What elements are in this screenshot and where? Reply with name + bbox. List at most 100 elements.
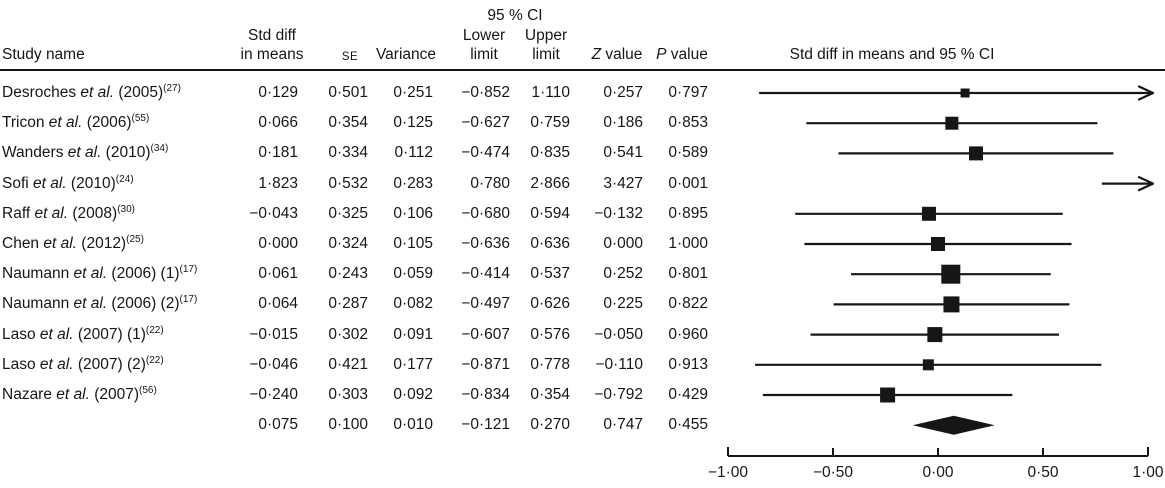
right-arrow-icon xyxy=(1137,176,1155,192)
mean-value: 0·066 xyxy=(258,114,298,132)
mean-value: −0·046 xyxy=(249,355,298,373)
upper-limit-value: 0·835 xyxy=(530,144,570,162)
column-header-mean-line2: in means xyxy=(240,46,304,63)
p-word: value xyxy=(666,46,708,63)
se-value: 0·325 xyxy=(328,204,368,222)
mean-value: 0·000 xyxy=(258,235,298,252)
mean-value: 0·129 xyxy=(258,84,298,101)
p-value: 1·000 xyxy=(668,235,708,252)
se-value: 0·302 xyxy=(328,325,368,343)
lower-limit-value: −0·680 xyxy=(461,204,510,222)
variance-value: 0·283 xyxy=(393,174,433,192)
lower-limit-value: 0·780 xyxy=(470,174,510,192)
p-value: 0·429 xyxy=(668,386,708,403)
lower-limit-value: −0·627 xyxy=(461,114,510,132)
column-header-study-name: Study name xyxy=(2,46,85,63)
study-name: Tricon et al. (2006)(55) xyxy=(2,113,150,132)
lower-limit-value: −0·121 xyxy=(461,416,510,434)
study-name: Laso et al. (2007) (1)(22) xyxy=(2,324,164,343)
variance-value: 0·105 xyxy=(393,235,433,252)
mean-value: 0·061 xyxy=(258,265,298,283)
mean-marker xyxy=(880,387,896,403)
z-value: 0·252 xyxy=(603,265,643,283)
se-value: 0·100 xyxy=(328,416,368,434)
column-header-plot-title: Std diff in means and 95 % CI xyxy=(789,46,995,63)
mean-value: −0·015 xyxy=(249,325,298,343)
study-name: Raff et al. (2008)(30) xyxy=(2,203,135,222)
upper-limit-value: 0·594 xyxy=(530,204,570,222)
se-value: 0·243 xyxy=(328,265,368,283)
upper-limit-value: 0·354 xyxy=(530,386,570,403)
mean-value: 1·823 xyxy=(258,174,298,192)
z-value: −0·792 xyxy=(594,386,643,403)
x-axis-tick-label: 0·50 xyxy=(1027,464,1058,481)
study-name: Sofi et al. (2010)(24) xyxy=(2,173,134,192)
x-axis-tick-label: 1·00 xyxy=(1132,464,1163,481)
variance-value: 0·092 xyxy=(393,386,433,403)
x-axis-tick-label: −0·50 xyxy=(813,464,853,481)
lower-limit-value: −0·474 xyxy=(461,144,510,162)
column-header-upper-line1: Upper xyxy=(524,27,568,44)
mean-value: −0·240 xyxy=(249,386,298,403)
se-value: 0·421 xyxy=(328,355,368,373)
z-value: 0·747 xyxy=(603,416,643,434)
mean-value: 0·064 xyxy=(258,295,298,313)
se-value: 0·303 xyxy=(328,386,368,403)
p-value: 0·895 xyxy=(668,204,708,222)
right-arrow-icon xyxy=(1137,85,1155,101)
header-rule xyxy=(0,69,1165,71)
variance-value: 0·251 xyxy=(393,84,433,101)
upper-limit-value: 0·576 xyxy=(530,325,570,343)
se-value: 0·354 xyxy=(328,114,368,132)
study-name: Naumann et al. (2006) (1)(17) xyxy=(2,264,198,283)
se-value: 0·532 xyxy=(328,174,368,192)
column-header-lower-line1: Lower xyxy=(462,27,506,44)
z-value: 0·257 xyxy=(603,84,643,101)
variance-value: 0·106 xyxy=(393,204,433,222)
study-name: Wanders et al. (2010)(34) xyxy=(2,143,169,162)
variance-value: 0·112 xyxy=(394,144,434,162)
upper-limit-value: 0·537 xyxy=(530,265,570,283)
lower-limit-value: −0·414 xyxy=(461,265,510,283)
z-value: −0·132 xyxy=(594,204,643,222)
column-header-ci-group: 95 % CI xyxy=(487,7,543,24)
mean-marker xyxy=(922,359,934,371)
column-header-se: SE xyxy=(341,51,359,63)
z-value: 0·000 xyxy=(603,235,643,252)
z-value: −0·050 xyxy=(594,325,643,343)
lower-limit-value: −0·497 xyxy=(461,295,510,313)
se-value: 0·287 xyxy=(328,295,368,313)
study-name: Naumann et al. (2006) (2)(17) xyxy=(2,294,198,313)
column-header-p-value: P value xyxy=(656,45,708,64)
column-header-lower-line2: limit xyxy=(470,46,498,63)
mean-value: 0·075 xyxy=(258,416,298,434)
z-value: 0·225 xyxy=(603,295,643,313)
study-name: Laso et al. (2007) (2)(22) xyxy=(2,354,164,373)
upper-limit-value: 0·636 xyxy=(530,235,570,252)
upper-limit-value: 0·270 xyxy=(530,416,570,434)
z-letter: Z xyxy=(591,46,602,63)
upper-limit-value: 2·866 xyxy=(530,174,570,192)
p-value: 0·589 xyxy=(668,144,708,162)
study-name: Chen et al. (2012)(25) xyxy=(2,234,144,253)
lower-limit-value: −0·852 xyxy=(461,84,510,101)
z-word: value xyxy=(601,46,643,63)
variance-value: 0·125 xyxy=(393,114,433,132)
variance-value: 0·059 xyxy=(393,265,433,283)
mean-marker xyxy=(927,327,943,343)
z-value: 0·186 xyxy=(603,114,643,132)
p-value: 0·822 xyxy=(668,295,708,313)
column-header-mean-line1: Std diff xyxy=(248,27,296,44)
lower-limit-value: −0·834 xyxy=(461,386,510,403)
x-axis-tick-label: 0·00 xyxy=(922,464,953,481)
mean-value: 0·181 xyxy=(258,144,298,162)
lower-limit-value: −0·607 xyxy=(461,325,510,343)
mean-marker xyxy=(931,237,945,251)
se-value: 0·334 xyxy=(328,144,368,162)
upper-limit-value: 0·759 xyxy=(530,114,570,132)
mean-marker xyxy=(921,206,936,221)
summary-diamond xyxy=(912,415,995,435)
mean-marker xyxy=(943,296,960,313)
